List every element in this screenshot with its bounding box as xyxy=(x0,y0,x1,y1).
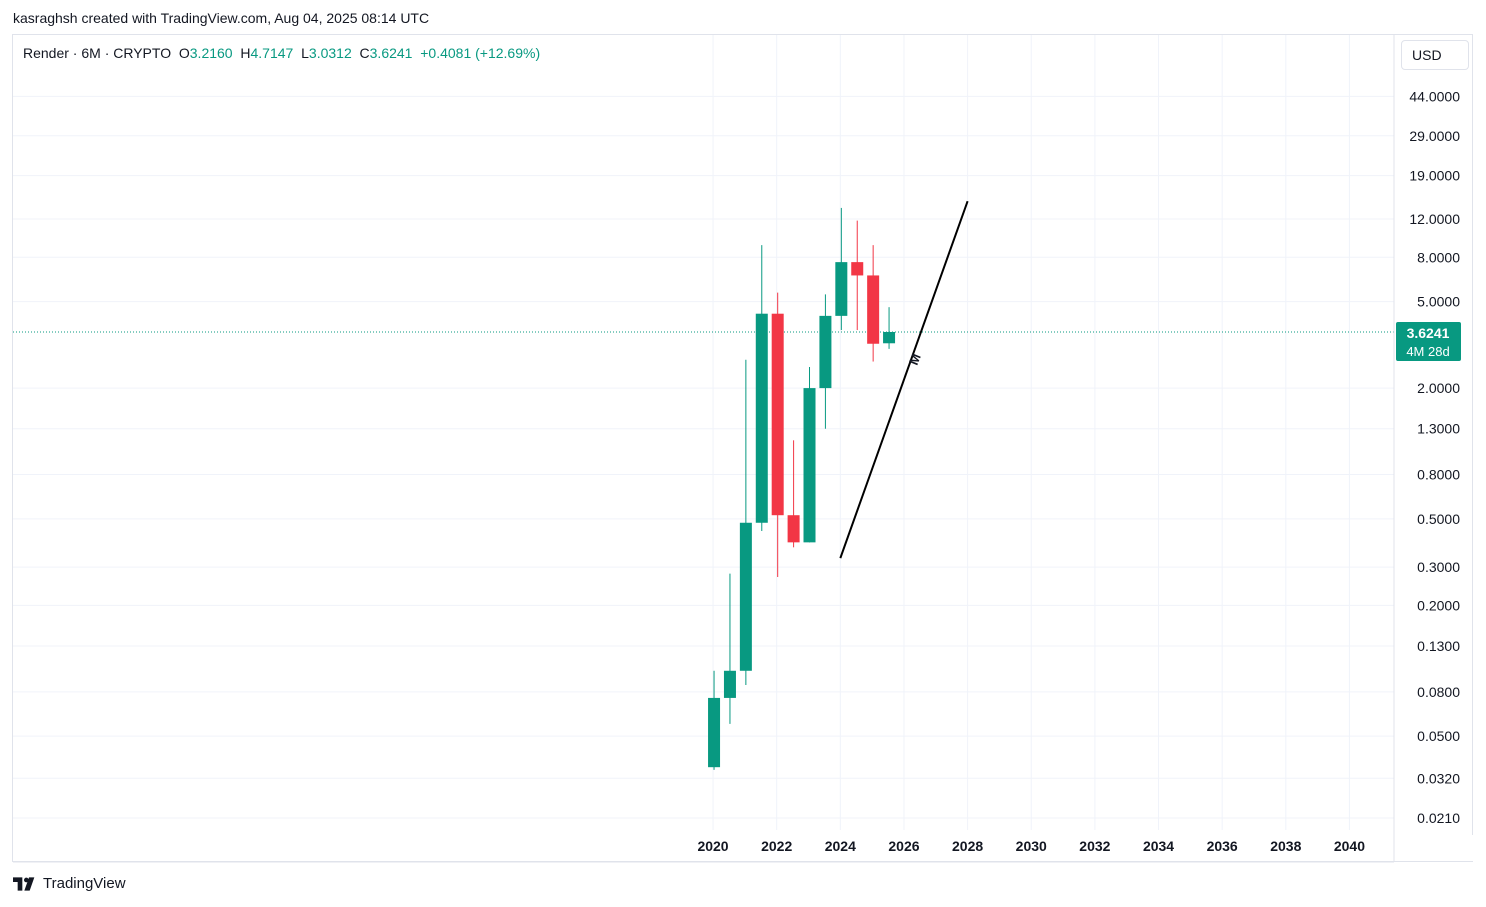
price-label-box xyxy=(1396,322,1461,362)
price-label-value: 3.6241 xyxy=(1407,325,1450,341)
open-label: O xyxy=(178,45,190,61)
price-tick-label: 0.1300 xyxy=(1417,638,1460,654)
time-tick-label: 2026 xyxy=(888,838,919,854)
time-tick-label: 2022 xyxy=(761,838,792,854)
change-value: +0.4081 (+12.69%) xyxy=(420,45,541,61)
price-tick-label: 0.5000 xyxy=(1417,511,1460,527)
close-label: C xyxy=(359,45,370,61)
open-value: 3.2160 xyxy=(189,45,233,61)
time-axis: 2020 2022 2024 2026 2028 2030 2032 2034 2036 2038… xyxy=(13,835,1473,863)
tradingview-brand: TradingView xyxy=(43,875,126,892)
price-tick-label: 0.3000 xyxy=(1417,559,1460,575)
price-tick-label: 1.3000 xyxy=(1417,421,1460,437)
price-tick-label: 44.0000 xyxy=(1409,88,1460,104)
time-tick-label: 2040 xyxy=(1334,838,1365,854)
low-value: 3.0312 xyxy=(308,45,352,61)
price-tick-label: 29.0000 xyxy=(1409,128,1460,144)
tradingview-footer[interactable]: TradingView xyxy=(13,875,126,892)
time-tick-label: 2036 xyxy=(1207,838,1238,854)
time-tick-label: 2034 xyxy=(1143,838,1174,854)
candles xyxy=(708,207,896,770)
price-tick-label: 2.0000 xyxy=(1417,380,1460,396)
candle-body xyxy=(835,262,848,316)
price-tick-label: 0.8000 xyxy=(1417,467,1460,483)
candle-body xyxy=(883,332,896,344)
candle-body xyxy=(739,522,752,671)
time-tick-label: 2032 xyxy=(1079,838,1110,854)
candle-body xyxy=(723,670,736,698)
grid-lines xyxy=(13,35,1394,830)
candle-body xyxy=(771,313,784,516)
price-tick-label: 0.2000 xyxy=(1417,597,1460,613)
time-tick-label: 2024 xyxy=(825,838,856,854)
low-label: L xyxy=(301,45,309,61)
high-label: H xyxy=(240,45,251,61)
high-value: 4.7147 xyxy=(250,45,294,61)
price-tick-label: 0.0800 xyxy=(1417,684,1460,700)
trendline-drawing: M xyxy=(839,200,969,559)
price-tick-label: 12.0000 xyxy=(1409,211,1460,227)
candle-body xyxy=(755,313,768,523)
price-tick-label: 0.0500 xyxy=(1417,728,1460,744)
symbol-name[interactable]: Render · 6M · CRYPTO xyxy=(23,45,172,61)
trendline xyxy=(839,200,969,559)
tradingview-logo-icon xyxy=(13,876,35,891)
time-axis-mask xyxy=(1395,835,1473,861)
chart-attribution: kasraghsh created with TradingView.com, … xyxy=(13,10,430,26)
price-tick-label: 0.0320 xyxy=(1417,770,1460,786)
time-tick-label: 2020 xyxy=(697,838,728,854)
time-tick-label: 2028 xyxy=(952,838,983,854)
time-tick-label: 2030 xyxy=(1016,838,1047,854)
time-tick-label: 2038 xyxy=(1270,838,1301,854)
price-tick-label: 0.0210 xyxy=(1417,810,1460,826)
trendline-annotation-text: M xyxy=(906,351,924,367)
price-tick-label: 5.0000 xyxy=(1417,294,1460,310)
candle-body xyxy=(708,697,721,768)
candle-body xyxy=(787,515,800,543)
price-tick-label: 8.0000 xyxy=(1417,249,1460,265)
candle-body xyxy=(851,262,864,276)
price-tick-label: 19.0000 xyxy=(1409,168,1460,184)
candle-body xyxy=(803,388,816,543)
candle-body xyxy=(819,315,832,389)
price-label-countdown: 4M 28d xyxy=(1406,344,1449,359)
candle-body xyxy=(867,275,880,344)
close-value: 3.6241 xyxy=(369,45,413,61)
symbol-legend: Render · 6M · CRYPTO O 3.2160 H 4.7147 L 3.… xyxy=(23,45,540,61)
currency-button[interactable]: USD xyxy=(1401,40,1469,70)
price-axis: 44.0000 29.0000 19.0000 12.0000 8.0000 5.0000… xyxy=(1393,35,1461,861)
